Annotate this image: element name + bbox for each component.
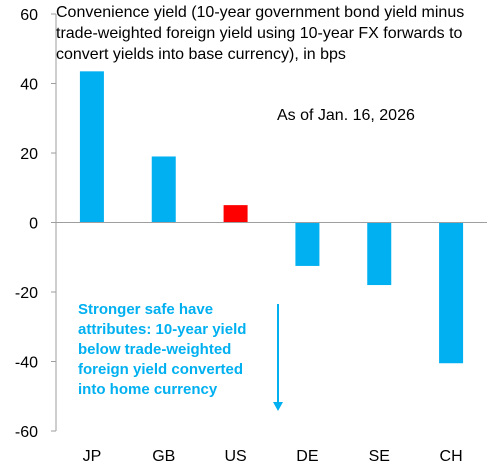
y-tick-label: -20 — [15, 285, 38, 302]
chart-title: Convenience yield (10-year government bo… — [56, 4, 465, 63]
y-tick-label: -40 — [15, 355, 38, 372]
y-tick-label: 40 — [20, 77, 38, 94]
x-tick-label-us: US — [224, 448, 246, 465]
annotation-note: Stronger safe have attributes: 10-year y… — [78, 301, 247, 398]
bar-se — [367, 222, 392, 286]
x-tick-label-de: DE — [296, 448, 318, 465]
y-tick-label: 0 — [29, 216, 38, 233]
x-tick-label-ch: CH — [440, 448, 463, 465]
y-tick-label: 60 — [20, 7, 38, 24]
annotation-arrow-head — [273, 402, 283, 411]
y-tick-label: -60 — [15, 424, 38, 441]
bar-ch — [439, 222, 464, 364]
y-tick-label: 20 — [20, 146, 38, 163]
x-tick-label-se: SE — [369, 448, 390, 465]
bar-gb — [151, 156, 176, 223]
bar-de — [295, 222, 320, 266]
x-tick-label-jp: JP — [83, 448, 102, 465]
bar-us — [223, 205, 248, 223]
bar-jp — [79, 71, 104, 223]
as-of-label: As of Jan. 16, 2026 — [277, 107, 415, 124]
x-tick-label-gb: GB — [152, 448, 175, 465]
